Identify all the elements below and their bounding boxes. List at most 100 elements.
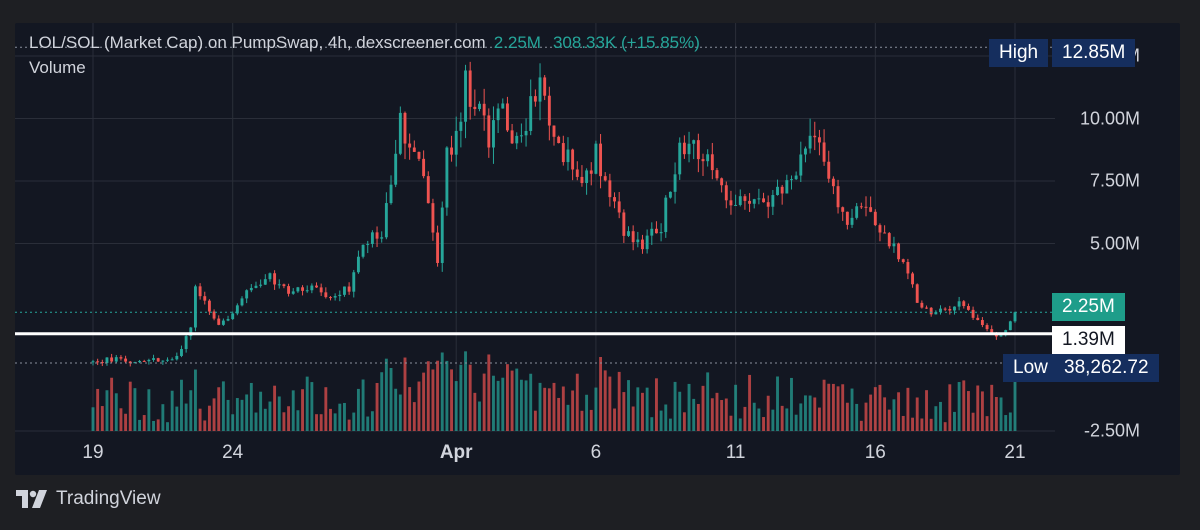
volume-bar: [212, 398, 216, 431]
volume-bar: [431, 369, 435, 431]
volume-bar: [217, 387, 221, 431]
candle-body: [724, 185, 728, 201]
volume-bar: [96, 388, 100, 431]
candle-body: [925, 307, 928, 309]
volume-bar: [398, 394, 402, 431]
volume-bar: [408, 387, 412, 431]
tradingview-brand[interactable]: TradingView: [16, 488, 161, 510]
volume-bar: [547, 388, 551, 431]
volume-bar: [999, 397, 1003, 431]
candle-body: [96, 361, 100, 363]
volume-bar: [957, 382, 961, 431]
candle-body: [464, 70, 467, 122]
volume-bar: [519, 379, 523, 431]
volume-bar: [901, 415, 905, 431]
candle-body: [552, 125, 556, 137]
candle-body: [557, 136, 561, 144]
volume-bar: [631, 406, 635, 431]
candle-body: [454, 130, 458, 155]
volume-bar: [277, 396, 281, 431]
volume-bar: [589, 409, 593, 431]
volume-bar: [180, 379, 183, 431]
volume-bar: [375, 382, 379, 431]
volume-bar: [892, 399, 896, 431]
volume-bar: [655, 378, 658, 431]
volume-bar: [771, 409, 775, 431]
candle-body: [175, 355, 179, 360]
volume-bar: [338, 403, 342, 431]
candle-body: [901, 259, 905, 263]
candle-body: [752, 199, 756, 204]
candle-body: [422, 158, 426, 177]
candle-body: [268, 273, 272, 280]
volume-bar: [226, 399, 230, 431]
candle-body: [170, 359, 174, 361]
volume-bar: [692, 398, 696, 431]
candle-body: [748, 200, 752, 204]
volume-bar: [808, 395, 812, 431]
volume-bar: [352, 412, 356, 431]
volume-label: Volume: [29, 58, 86, 77]
candle-body: [366, 243, 370, 245]
volume-bar: [301, 389, 304, 431]
volume-bar: [966, 391, 970, 431]
candle-body: [776, 186, 779, 196]
volume-bar: [156, 419, 160, 431]
volume-bar: [883, 397, 887, 431]
candle-body: [291, 291, 295, 294]
candle-body: [347, 286, 351, 292]
candle-body: [883, 232, 887, 234]
volume-bar: [310, 382, 314, 431]
volume-bar: [864, 402, 868, 431]
candle-body: [384, 203, 388, 238]
candle-body: [696, 140, 700, 160]
volume-bar: [990, 384, 994, 431]
x-tick-label: 16: [864, 442, 886, 463]
candle-body: [370, 232, 374, 244]
candle-body: [1008, 321, 1012, 331]
candle-body: [478, 103, 481, 110]
volume-bar: [315, 414, 318, 431]
candle-body: [957, 301, 961, 307]
candle-body: [189, 327, 193, 337]
candle-body: [682, 142, 686, 155]
volume-bar: [622, 392, 626, 431]
volume-bar: [785, 408, 789, 431]
volume-bar: [925, 390, 928, 431]
volume-bar: [343, 402, 346, 431]
candle-body: [571, 149, 575, 170]
volume-bar: [613, 408, 616, 431]
volume-bar: [487, 354, 491, 431]
volume-bar: [617, 371, 621, 431]
candle-body: [254, 285, 258, 288]
volume-bar: [245, 394, 249, 431]
candle-body: [850, 217, 854, 225]
volume-bar: [939, 401, 942, 431]
candle-body: [561, 143, 565, 163]
candlestick-chart[interactable]: [15, 23, 1180, 475]
volume-bar: [813, 397, 817, 431]
candle-body: [496, 108, 500, 121]
volume-bar: [110, 377, 114, 431]
candle-body: [804, 148, 807, 155]
volume-bar: [194, 369, 197, 431]
volume-bar: [259, 391, 263, 431]
volume-bar: [91, 407, 95, 431]
y-tick-label: 7.50M: [1089, 170, 1140, 191]
volume-bar: [985, 416, 989, 431]
volume-bar: [710, 398, 714, 431]
candle-body: [734, 204, 738, 206]
candle-body: [608, 180, 612, 198]
chart-panel[interactable]: LOL/SOL (Market Cap) on PumpSwap, 4h, de…: [15, 23, 1180, 475]
candle-body: [990, 329, 994, 333]
candle-body: [459, 121, 463, 131]
volume-bar: [207, 405, 211, 431]
candle-body: [310, 285, 314, 291]
volume-bar: [329, 408, 332, 431]
candle-body: [738, 196, 742, 205]
candle-body: [948, 308, 952, 311]
candle-body: [743, 196, 747, 201]
candle-body: [124, 358, 128, 362]
candle-body: [301, 287, 304, 291]
volume-bar: [273, 385, 277, 431]
